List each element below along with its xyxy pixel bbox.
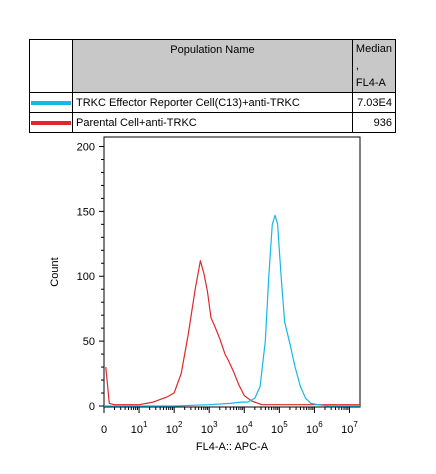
y-axis: 0 50 100 150 200 [77, 141, 104, 413]
population-name-header: Population Name [72, 39, 353, 93]
y-tick-label-4: 200 [77, 141, 95, 153]
y-tick-label-0: 0 [89, 401, 95, 413]
population-name-reporter: TRKC Effector Reporter Cell(C13)+anti-TR… [72, 92, 353, 113]
x-tick-label-3: 103 [201, 420, 218, 436]
x-tick-label-5: 105 [271, 420, 288, 436]
median-header: Median , FL4-A [351, 39, 397, 93]
x-tick-label-6: 106 [306, 420, 323, 436]
series-line-parental [105, 260, 360, 406]
swatch-cell-reporter [29, 92, 73, 113]
x-tick-label-zero: 0 [101, 424, 107, 436]
y-tick-label-2: 100 [77, 271, 95, 283]
x-axis: 0 101 102 103 104 105 106 107 [101, 407, 358, 436]
median-header-line2: FL4-A [355, 77, 386, 89]
legend-row-parental: Parental Cell+anti-TRKC 936 [29, 112, 397, 133]
swatch-cell-parental [29, 112, 73, 133]
series-line-reporter [104, 214, 360, 407]
median-value-parental: 936 [351, 112, 397, 133]
population-legend-table: Population Name Median , FL4-A TRKC Effe… [29, 39, 397, 133]
y-tick-label-3: 150 [77, 206, 95, 218]
median-value-reporter: 7.03E4 [351, 92, 397, 113]
legend-swatch-reporter [31, 100, 71, 105]
legend-swatch-parental [31, 120, 71, 125]
series-group [104, 214, 360, 407]
x-tick-label-4: 104 [236, 420, 253, 436]
population-name-parental: Parental Cell+anti-TRKC [72, 112, 353, 133]
median-header-line1: Median , [355, 43, 392, 72]
plot-frame [103, 136, 361, 408]
x-tick-label-1: 101 [131, 420, 148, 436]
x-tick-label-7: 107 [341, 420, 358, 436]
x-axis-label: FL4-A:: APC-A [196, 441, 269, 453]
header-blank-cell [29, 39, 73, 93]
histogram-chart: 0 50 100 150 200 0 101 102 103 104 105 106 107 Coun… [49, 136, 361, 453]
y-axis-label: Count [49, 257, 61, 286]
legend-row-reporter: TRKC Effector Reporter Cell(C13)+anti-TR… [29, 92, 397, 113]
y-tick-label-1: 50 [83, 336, 95, 348]
x-tick-label-2: 102 [166, 420, 183, 436]
